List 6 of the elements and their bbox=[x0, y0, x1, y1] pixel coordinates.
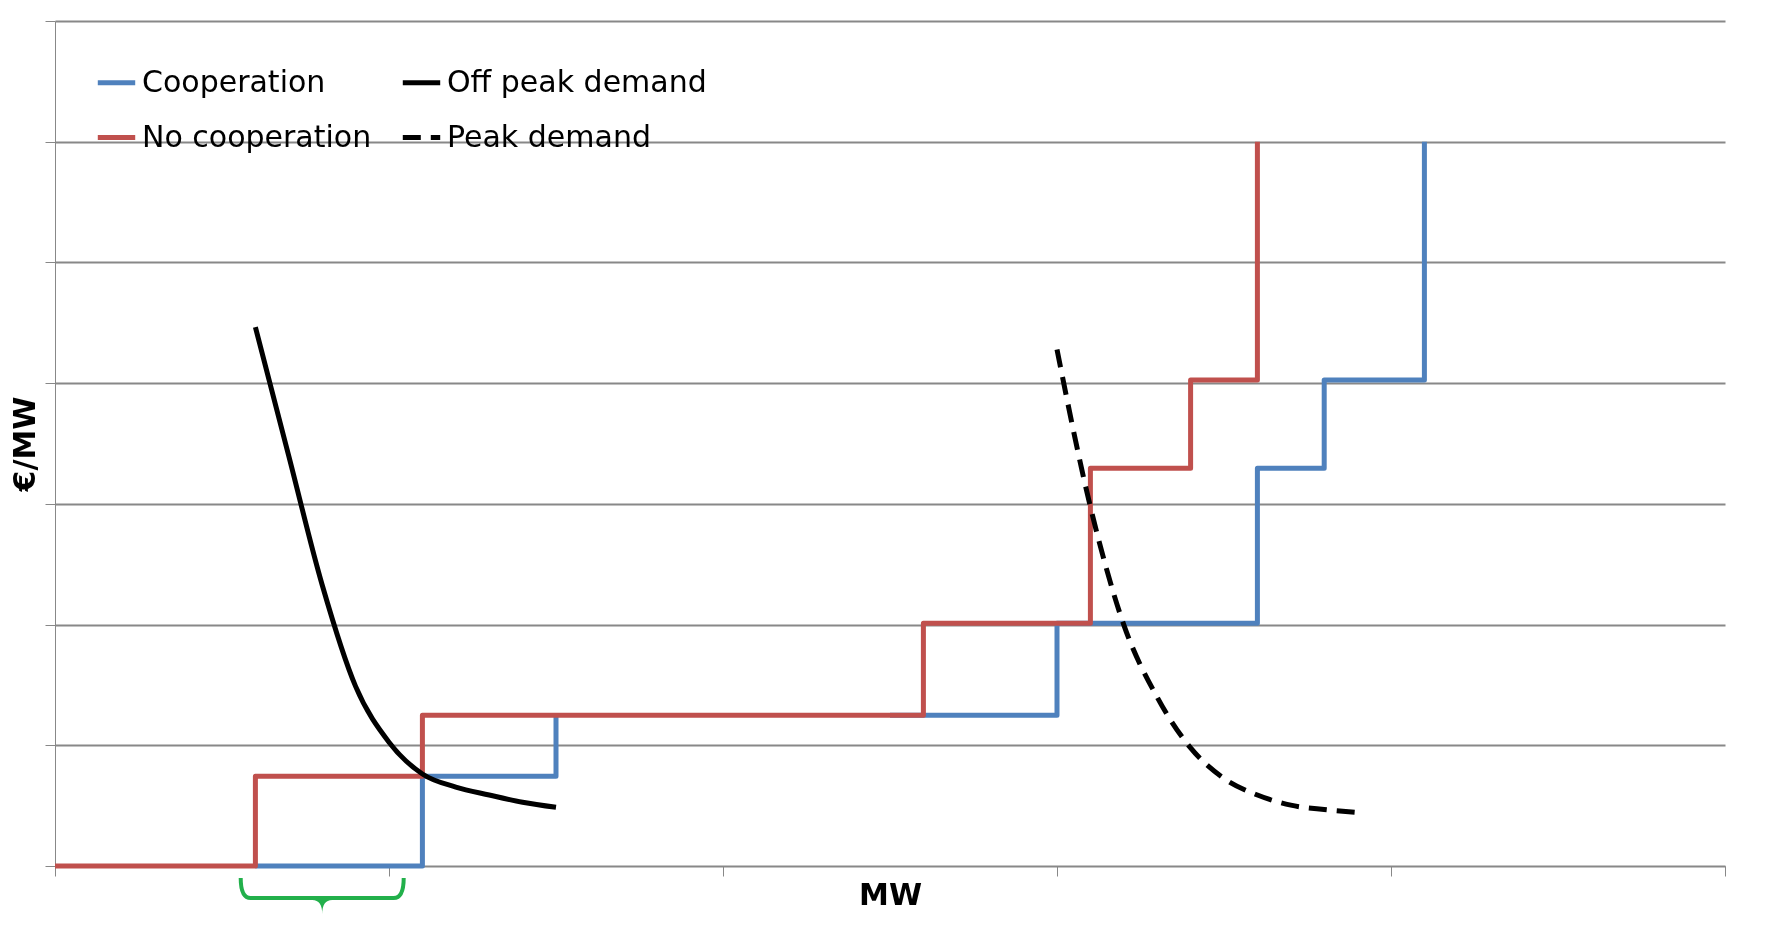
legend-label: Off peak demand bbox=[447, 63, 707, 99]
x-axis-title: MW bbox=[859, 877, 922, 912]
legend-label: Cooperation bbox=[142, 63, 326, 99]
legend-label: Peak demand bbox=[447, 118, 651, 154]
y-axis-title: €/MW bbox=[7, 396, 42, 493]
legend-label: No cooperation bbox=[142, 118, 372, 154]
